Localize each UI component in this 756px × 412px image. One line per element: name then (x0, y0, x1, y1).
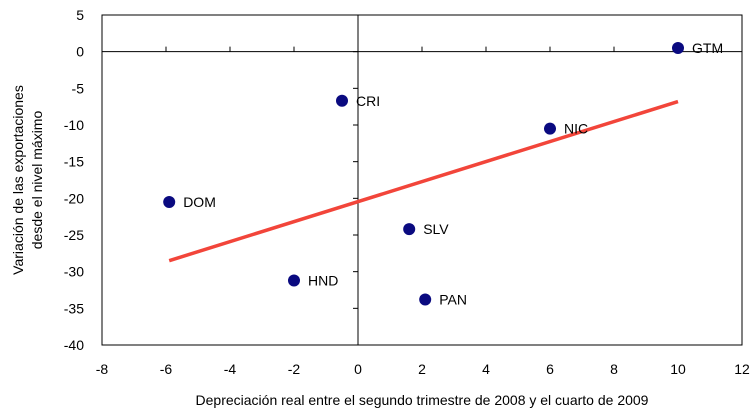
trend-layer (168, 99, 679, 263)
points-layer: GTM CRI NIC DOM SLV HND PAN (163, 40, 723, 308)
point-label-slv: SLV (423, 221, 449, 237)
x-tick-label: 4 (482, 361, 490, 377)
x-tick-label: 2 (418, 361, 426, 377)
x-tick-label: 0 (354, 361, 362, 377)
data-point-dom (163, 196, 176, 208)
x-axis-title: Depreciación real entre el segundo trime… (196, 392, 649, 408)
x-tick-label: -8 (96, 361, 109, 377)
y-tick-label: -30 (64, 264, 84, 280)
x-tick-label: 6 (546, 361, 554, 377)
y-tick-label: -5 (72, 80, 85, 96)
x-tick-label: -4 (224, 361, 237, 377)
point-label-pan: PAN (439, 292, 467, 308)
point-label-hnd: HND (308, 272, 338, 288)
y-tick-label: -20 (64, 190, 84, 206)
data-point-slv (403, 223, 416, 236)
x-tick-label: -6 (160, 361, 173, 377)
point-label-dom: DOM (183, 194, 216, 210)
y-tick-label: 5 (76, 7, 84, 23)
data-point-gtm (672, 42, 684, 54)
point-label-gtm: GTM (692, 40, 723, 56)
point-label-cri: CRI (356, 93, 380, 109)
data-point-cri (336, 94, 348, 107)
trend-line (168, 99, 679, 263)
data-point-hnd (288, 274, 300, 287)
y-axis-title-line-2: desde el nivel máximo (29, 111, 45, 250)
data-point-pan (419, 293, 432, 306)
x-tick-label: 12 (734, 361, 750, 377)
data-point-nic (544, 122, 556, 135)
point-label-nic: NIC (564, 121, 588, 137)
x-tick-label: 8 (610, 361, 618, 377)
y-tick-label: -35 (64, 300, 84, 316)
x-tick-label: 10 (670, 361, 686, 377)
y-tick-label: -40 (64, 337, 84, 353)
y-axis-title-line-1: Variación de las exportaciones (10, 85, 26, 275)
x-tick-label: -2 (288, 361, 301, 377)
y-tick-label: -15 (64, 154, 84, 170)
y-tick-label: -10 (64, 117, 84, 133)
y-tick-label: -25 (64, 227, 84, 243)
axes-layer: -8 -6 -4 -2 0 2 4 6 8 10 1250-5-10-15-20-25-30-35-… (64, 7, 750, 377)
y-tick-label: 0 (76, 44, 84, 60)
